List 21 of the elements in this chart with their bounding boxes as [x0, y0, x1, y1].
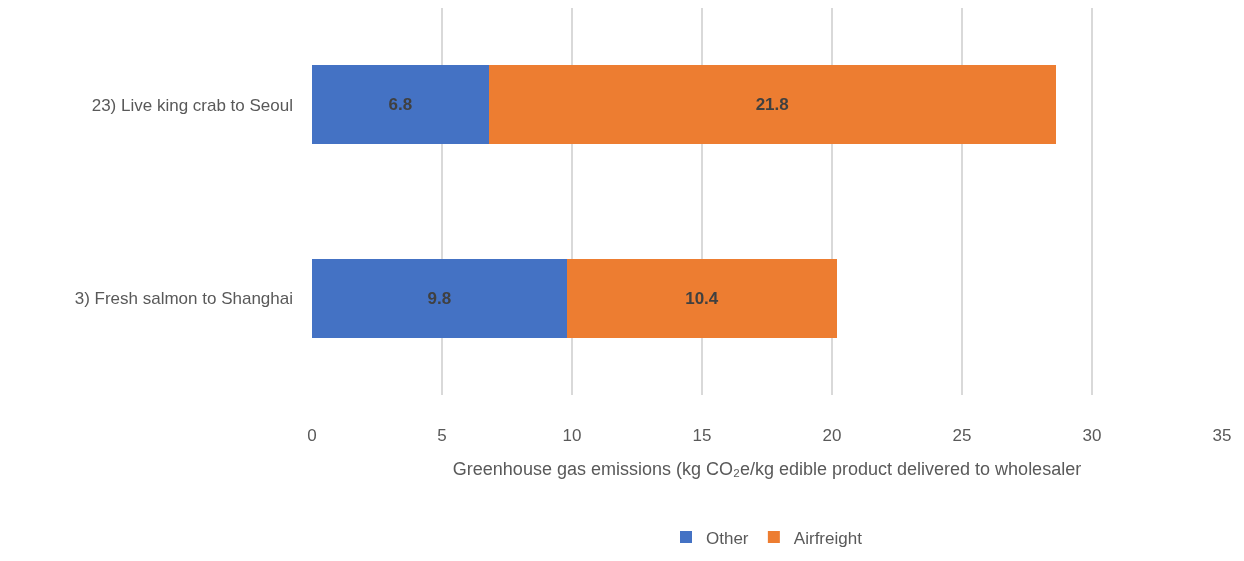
data-label: 10.4	[685, 288, 719, 308]
legend-label: Airfreight	[793, 528, 863, 548]
x-axis-title: Greenhouse gas emissions (kg CO₂e/kg edible product delivered to wholesaler	[452, 459, 1082, 480]
bar	[566, 258, 838, 338]
x-tick-label: 30	[1082, 426, 1102, 445]
x-tick-label: 10	[562, 426, 582, 445]
bar	[488, 65, 1056, 145]
legend-label: Other	[706, 528, 749, 548]
x-tick-label: 25	[952, 426, 972, 445]
data-label: 6.8	[388, 95, 413, 115]
y-tick-label: 3) Fresh salmon to Shanghai	[74, 289, 293, 309]
bar	[312, 258, 567, 338]
bar	[312, 65, 489, 145]
x-tick-label: 5	[437, 426, 447, 445]
x-tick-label: 15	[692, 426, 712, 445]
x-tick-label: 20	[822, 426, 842, 445]
data-label: 9.8	[427, 288, 452, 308]
x-tick-label: 0	[307, 426, 317, 445]
data-label: 21.8	[755, 95, 789, 115]
y-tick-label: 23) Live king crab to Seoul	[91, 95, 293, 115]
x-tick-label: 35	[1212, 426, 1232, 445]
